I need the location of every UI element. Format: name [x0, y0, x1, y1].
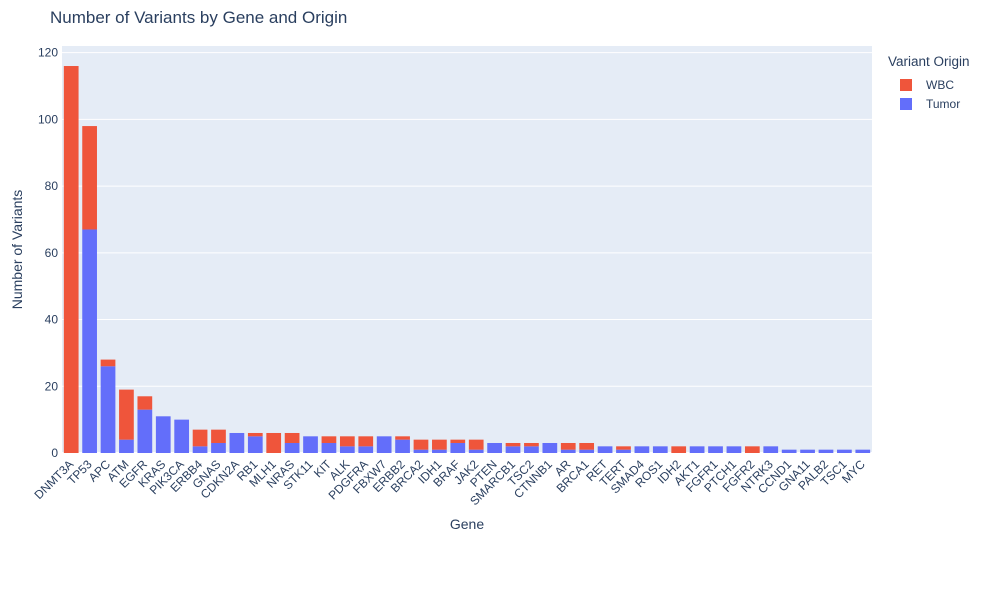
y-tick-label: 40	[45, 313, 59, 327]
bar-tumor-tp53[interactable]	[82, 229, 97, 453]
bar-tumor-cdkn2a[interactable]	[229, 432, 245, 453]
bar-tumor-fbxw7[interactable]	[376, 436, 392, 453]
bar-tumor-kit[interactable]	[321, 442, 337, 453]
legend-item-wbc[interactable]: WBC	[888, 75, 970, 94]
legend-items[interactable]: WBC Tumor	[888, 75, 970, 113]
bar-tumor-gnas[interactable]	[211, 442, 226, 453]
y-tick-labels: 0 20 40 60 80 100 120	[38, 46, 58, 460]
bar-wbc-kit[interactable]	[321, 436, 337, 443]
legend-swatch	[900, 78, 912, 91]
bars	[63, 66, 871, 454]
bar-wbc-rb1[interactable]	[247, 432, 263, 437]
bar-wbc-apc[interactable]	[100, 359, 116, 367]
bar-wbc-tert[interactable]	[616, 446, 631, 450]
y-tick-label: 0	[51, 446, 58, 460]
bar-tumor-atm[interactable]	[119, 439, 134, 453]
bar-tumor-gna11[interactable]	[800, 449, 815, 453]
bar-tumor-erbb4[interactable]	[192, 446, 208, 453]
bar-wbc-nras[interactable]	[284, 432, 300, 443]
bar-tumor-tsc1[interactable]	[837, 449, 852, 453]
bar-wbc-smarcb1[interactable]	[505, 442, 521, 447]
bar-tumor-smarcb1[interactable]	[505, 446, 521, 453]
y-tick-label: 60	[45, 246, 59, 260]
bar-tumor-ar[interactable]	[560, 449, 576, 453]
y-tick-label: 100	[38, 112, 58, 126]
bar-tumor-pten[interactable]	[487, 442, 502, 453]
bar-wbc-dnmt3a[interactable]	[63, 66, 79, 454]
x-axis-label: Gene	[450, 516, 484, 532]
y-tick-label: 120	[38, 46, 58, 60]
bar-tumor-tsc2[interactable]	[524, 446, 539, 453]
y-tick-label: 20	[45, 379, 59, 393]
bar-tumor-brca1[interactable]	[579, 449, 595, 453]
bar-tumor-brca2[interactable]	[413, 449, 429, 453]
legend[interactable]: Variant Origin WBC Tumor	[888, 54, 970, 113]
bar-tumor-ret[interactable]	[597, 446, 613, 453]
bar-tumor-ntrk3[interactable]	[763, 446, 779, 453]
bar-wbc-mlh1[interactable]	[266, 432, 282, 453]
bar-tumor-ctnnb1[interactable]	[542, 442, 558, 453]
bar-wbc-tsc2[interactable]	[524, 442, 539, 447]
bar-tumor-ros1[interactable]	[652, 446, 668, 453]
bar-tumor-tert[interactable]	[616, 449, 631, 453]
bar-tumor-erbb2[interactable]	[395, 439, 410, 453]
bar-tumor-pik3ca[interactable]	[174, 419, 190, 453]
bar-tumor-akt1[interactable]	[689, 446, 705, 453]
bar-tumor-jak2[interactable]	[468, 449, 484, 453]
bar-wbc-fgfr2[interactable]	[744, 446, 760, 453]
legend-item-tumor[interactable]: Tumor	[888, 94, 970, 113]
bar-tumor-smad4[interactable]	[634, 446, 650, 453]
bar-tumor-ccnd1[interactable]	[781, 449, 797, 453]
legend-label: WBC	[926, 77, 954, 92]
bar-wbc-brca2[interactable]	[413, 439, 429, 450]
bar-tumor-alk[interactable]	[339, 446, 355, 453]
y-axis-label: Number of Variants	[9, 190, 25, 310]
legend-title: Variant Origin	[888, 54, 970, 69]
bar-tumor-kras[interactable]	[155, 416, 171, 453]
bar-tumor-idh1[interactable]	[432, 449, 447, 453]
bar-wbc-jak2[interactable]	[468, 439, 484, 450]
bar-wbc-brca1[interactable]	[579, 442, 595, 450]
legend-swatch	[900, 97, 912, 110]
bar-wbc-atm[interactable]	[119, 389, 134, 440]
bar-tumor-nras[interactable]	[284, 442, 300, 453]
bar-tumor-fgfr1[interactable]	[708, 446, 723, 453]
plot-background	[62, 46, 872, 453]
bar-tumor-myc[interactable]	[855, 449, 871, 453]
bar-wbc-braf[interactable]	[450, 439, 466, 443]
bar-tumor-egfr[interactable]	[137, 409, 153, 453]
bar-wbc-ar[interactable]	[560, 442, 576, 450]
bar-tumor-palb2[interactable]	[818, 449, 834, 453]
bar-tumor-rb1[interactable]	[247, 436, 263, 453]
bar-tumor-apc[interactable]	[100, 366, 116, 453]
bar-wbc-gnas[interactable]	[211, 429, 226, 443]
bar-wbc-idh2[interactable]	[671, 446, 687, 453]
bar-wbc-erbb2[interactable]	[395, 436, 410, 440]
legend-label: Tumor	[926, 96, 961, 111]
bar-wbc-idh1[interactable]	[432, 439, 447, 450]
bar-tumor-braf[interactable]	[450, 442, 466, 453]
bar-tumor-pdgfra[interactable]	[358, 446, 374, 453]
bar-tumor-stk11[interactable]	[303, 436, 318, 453]
bar-wbc-alk[interactable]	[339, 436, 355, 447]
bar-tumor-ptch1[interactable]	[726, 446, 742, 453]
x-tick-labels: DNMT3ATP53APCATMEGFRKRASPIK3CAERBB4GNASC…	[32, 457, 869, 508]
y-tick-label: 80	[45, 179, 59, 193]
bar-wbc-erbb4[interactable]	[192, 429, 208, 447]
bar-wbc-tp53[interactable]	[82, 126, 97, 230]
chart-title: Number of Variants by Gene and Origin	[50, 8, 348, 27]
bar-wbc-egfr[interactable]	[137, 396, 153, 410]
bar-wbc-pdgfra[interactable]	[358, 436, 374, 447]
